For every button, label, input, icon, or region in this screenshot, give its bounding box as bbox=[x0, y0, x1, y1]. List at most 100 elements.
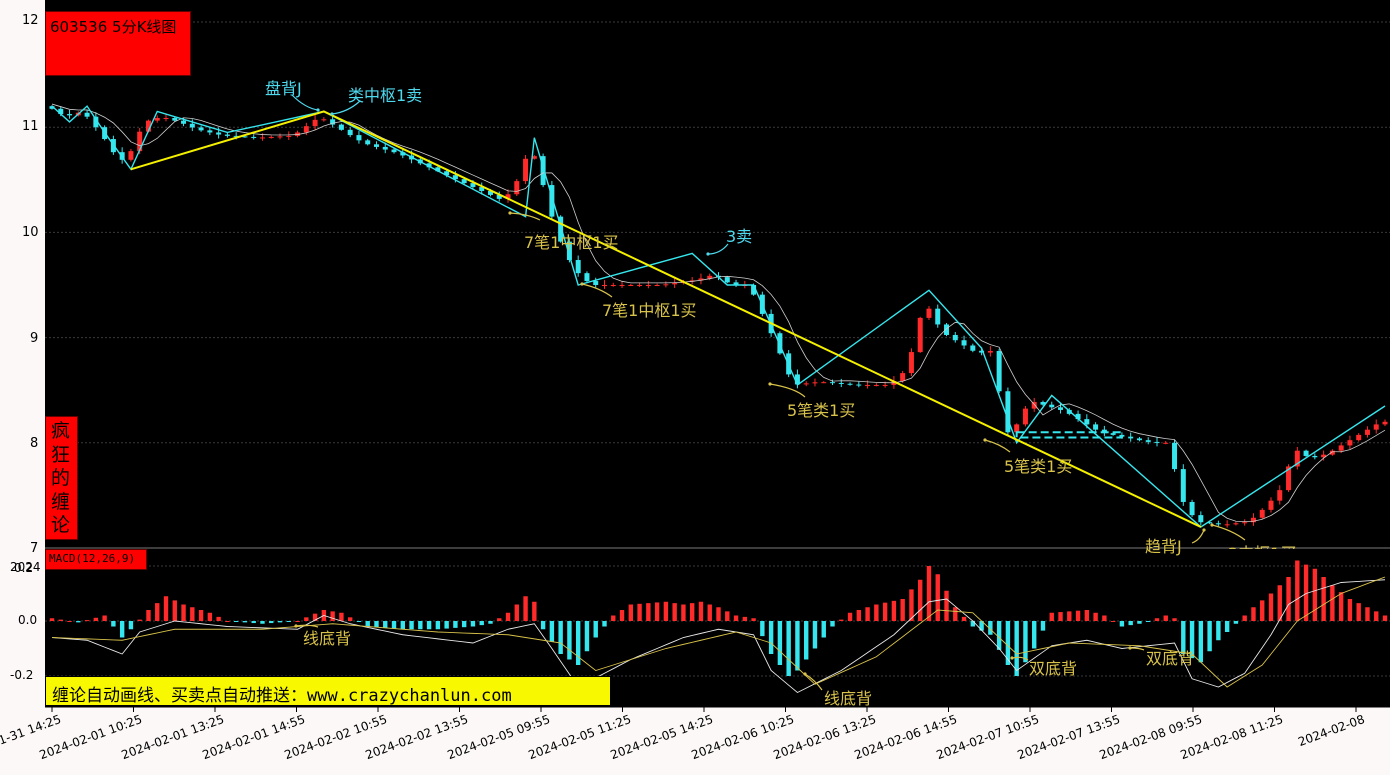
annotation-arrow-head bbox=[1202, 528, 1206, 532]
plot-background bbox=[45, 0, 1390, 707]
macd-bar bbox=[953, 607, 958, 621]
macd-bar bbox=[1058, 612, 1063, 621]
candle-body bbox=[1268, 500, 1274, 510]
candle-body bbox=[373, 144, 379, 147]
candle-body bbox=[1128, 436, 1134, 439]
macd-bar bbox=[1040, 621, 1046, 631]
macd-bar bbox=[111, 621, 116, 627]
annotation-arrow bbox=[509, 212, 541, 221]
macd-bar bbox=[628, 604, 634, 621]
candle-body bbox=[330, 119, 336, 125]
macd-bar bbox=[488, 621, 493, 624]
candle-body bbox=[268, 136, 274, 138]
chart-title: 603536 5分K线图 bbox=[50, 18, 177, 36]
macd-bar bbox=[1286, 577, 1291, 621]
macd-bar bbox=[567, 621, 572, 660]
candle-body bbox=[1250, 517, 1256, 523]
macd-bar bbox=[874, 604, 879, 621]
macd-bar bbox=[1093, 612, 1098, 621]
macd-bar bbox=[1242, 615, 1247, 621]
macd-bar bbox=[155, 603, 160, 621]
annotation-arrows bbox=[291, 94, 1246, 691]
macd-bar bbox=[277, 621, 283, 623]
macd-bar bbox=[751, 618, 756, 621]
macd-bar bbox=[681, 604, 686, 621]
y-tick-8: 8 bbox=[30, 436, 39, 451]
annotation-arrow bbox=[1211, 524, 1246, 541]
candle-body bbox=[733, 282, 739, 285]
candle-body bbox=[663, 284, 669, 286]
candle-body bbox=[1224, 524, 1230, 526]
candle-body bbox=[847, 383, 853, 385]
macd-bar bbox=[1224, 621, 1230, 632]
macd-bar bbox=[1023, 621, 1028, 663]
y-tick-11: 11 bbox=[22, 119, 39, 134]
macd-bar bbox=[602, 621, 607, 627]
annotation-2zhongshu-buy: 2中枢1买 bbox=[1228, 540, 1296, 549]
candle-body bbox=[181, 120, 187, 124]
macd-y-tick-0: 0.0 bbox=[18, 613, 38, 627]
macd-bar bbox=[611, 615, 616, 621]
candle-body bbox=[1163, 442, 1169, 444]
macd-bar bbox=[479, 621, 484, 626]
candle-body bbox=[426, 163, 432, 168]
candle-body bbox=[84, 112, 90, 117]
candle-body bbox=[1286, 466, 1292, 491]
candle-body bbox=[917, 317, 923, 353]
macd-bar bbox=[856, 610, 862, 621]
candle-body bbox=[1198, 515, 1204, 523]
macd-bar bbox=[1154, 618, 1160, 621]
macd-bar bbox=[970, 621, 976, 627]
candle-body bbox=[1329, 450, 1335, 455]
candle-body bbox=[154, 117, 160, 121]
candle-body bbox=[470, 183, 476, 188]
candle-body bbox=[812, 382, 818, 384]
macd-bar bbox=[260, 621, 265, 624]
macd-bar bbox=[453, 621, 458, 628]
candle-body bbox=[1347, 440, 1353, 446]
macd-bar bbox=[584, 621, 590, 652]
annotation-arrow-head bbox=[294, 624, 298, 628]
macd-bar bbox=[1338, 592, 1344, 621]
macd-bar bbox=[1233, 621, 1239, 624]
candle-body bbox=[540, 156, 546, 186]
candle-body bbox=[1294, 450, 1300, 467]
macd-bar bbox=[707, 604, 712, 621]
candle-body bbox=[707, 275, 713, 279]
macd-bar bbox=[1374, 611, 1379, 621]
candle-body bbox=[575, 260, 581, 274]
macd-bar bbox=[654, 602, 660, 621]
candle-body bbox=[1215, 523, 1221, 525]
candle-body bbox=[347, 129, 353, 136]
macd-bar bbox=[102, 615, 107, 621]
macd-bar bbox=[93, 617, 99, 621]
macd-bar bbox=[646, 603, 651, 621]
candle-body bbox=[163, 117, 169, 119]
macd-bar bbox=[1330, 585, 1335, 621]
candle-body bbox=[496, 194, 502, 199]
annotation-arrow-head bbox=[706, 252, 710, 256]
annotation-arrow bbox=[1129, 647, 1145, 651]
macd-bar bbox=[339, 612, 344, 621]
candle-body bbox=[479, 187, 485, 191]
candle-body bbox=[312, 119, 318, 127]
candle-body bbox=[654, 285, 660, 286]
candle-body bbox=[1233, 523, 1239, 525]
macd-bar bbox=[1198, 621, 1204, 663]
annotation-arrow-head bbox=[580, 282, 584, 286]
candle-body bbox=[1058, 407, 1064, 410]
macd-bar bbox=[558, 621, 563, 654]
candle-body bbox=[1110, 433, 1116, 435]
promo-banner[interactable]: 缠论自动画线、买卖点自动推送：www.crazychanlun.com bbox=[45, 676, 611, 706]
macd-bar bbox=[803, 621, 809, 660]
macd-bar bbox=[795, 621, 800, 671]
bi-polyline bbox=[51, 105, 1386, 528]
candle-body bbox=[584, 273, 590, 282]
macd-bar bbox=[426, 621, 432, 630]
annotation-3-sell: 3卖 bbox=[726, 227, 753, 246]
macd-bar bbox=[821, 621, 826, 638]
candle-body bbox=[58, 108, 64, 115]
macd-bar bbox=[347, 617, 353, 621]
candle-body bbox=[356, 135, 362, 141]
